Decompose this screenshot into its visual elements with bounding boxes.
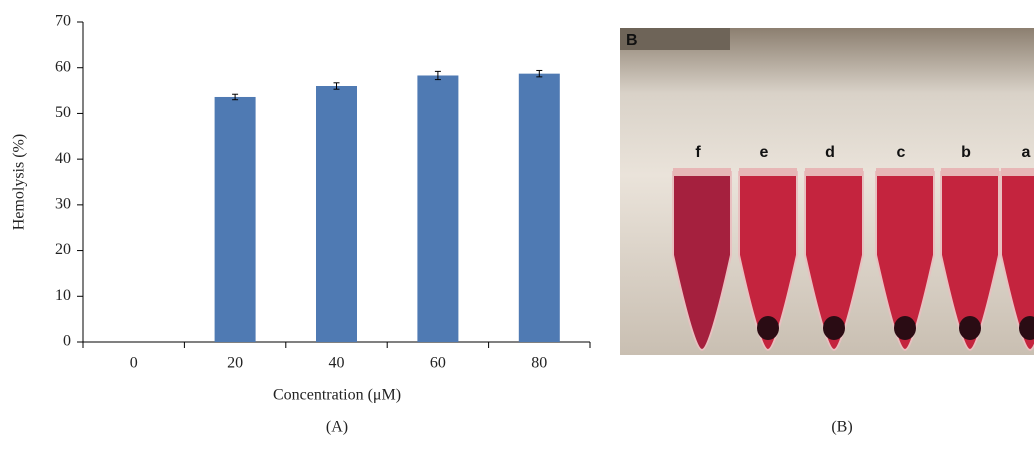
tube bbox=[804, 171, 864, 352]
y-tick-label: 40 bbox=[55, 150, 71, 167]
tube-label: f bbox=[695, 144, 701, 161]
tube-label: a bbox=[1022, 144, 1031, 161]
bar bbox=[214, 96, 256, 342]
tube-rim bbox=[941, 168, 999, 176]
tube bbox=[738, 171, 798, 352]
photo-shadow bbox=[620, 28, 730, 50]
bar bbox=[518, 73, 560, 343]
pellet bbox=[894, 316, 916, 340]
y-tick-label: 70 bbox=[55, 13, 71, 30]
caption: (A) bbox=[326, 419, 348, 436]
caption: (B) bbox=[831, 419, 852, 436]
tube bbox=[672, 171, 732, 352]
photo: B f e d c b a bbox=[620, 28, 1034, 355]
y-axis-label: Hemolysis (%) bbox=[11, 134, 28, 230]
panel-label: B bbox=[626, 32, 638, 49]
tube-rim bbox=[876, 168, 934, 176]
tube-label: b bbox=[961, 144, 971, 161]
pellet bbox=[1019, 316, 1034, 340]
y-tick-label: 10 bbox=[55, 287, 71, 304]
error-bar bbox=[434, 70, 441, 81]
y-tick-label: 30 bbox=[55, 196, 71, 213]
tube-rim bbox=[1001, 168, 1034, 176]
tube-rim bbox=[673, 168, 731, 176]
tube bbox=[940, 171, 1000, 352]
tube-label: e bbox=[760, 144, 769, 161]
x-tick-label: 80 bbox=[531, 355, 547, 372]
pellet bbox=[959, 316, 981, 340]
pellet bbox=[757, 316, 779, 340]
tube-label: d bbox=[825, 144, 835, 161]
error-bar bbox=[232, 93, 239, 101]
bar bbox=[417, 75, 459, 342]
x-tick-label: 60 bbox=[430, 355, 446, 372]
x-axis-label: Concentration (μM) bbox=[273, 387, 401, 404]
error-bar bbox=[333, 82, 340, 90]
tube-rim bbox=[739, 168, 797, 176]
y-tick-label: 60 bbox=[55, 58, 71, 75]
error-bar bbox=[536, 69, 543, 78]
x-tick-label: 40 bbox=[329, 355, 345, 372]
pellet bbox=[823, 316, 845, 340]
tube-label: c bbox=[897, 144, 906, 161]
bar bbox=[316, 86, 357, 342]
y-tick-label: 50 bbox=[55, 104, 71, 121]
y-tick-label: 20 bbox=[55, 241, 71, 258]
x-tick-label: 0 bbox=[130, 355, 138, 372]
y-tick-label: 0 bbox=[63, 333, 71, 350]
tube bbox=[1000, 171, 1034, 352]
tube bbox=[875, 171, 935, 352]
x-tick-label: 20 bbox=[227, 355, 243, 372]
tube-rim bbox=[805, 168, 863, 176]
